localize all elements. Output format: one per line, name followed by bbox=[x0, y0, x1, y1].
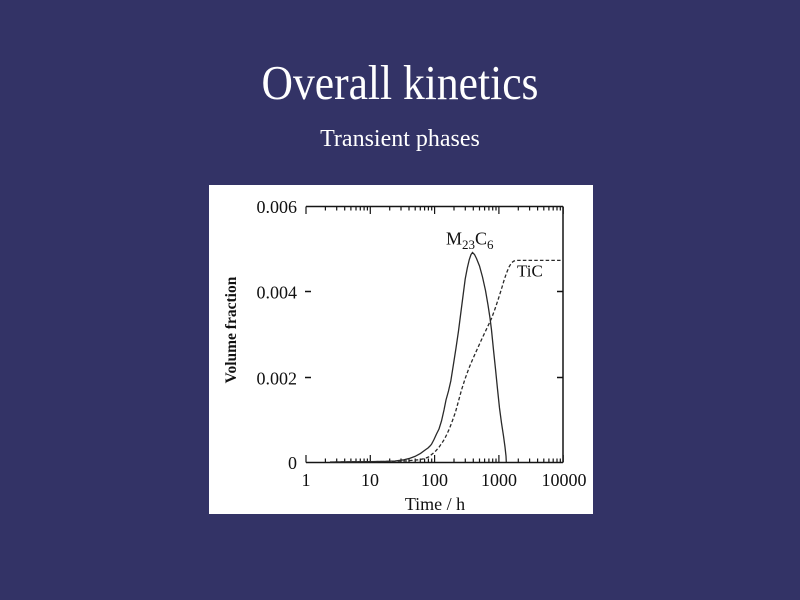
svg-text:1: 1 bbox=[302, 470, 311, 490]
svg-text:0.004: 0.004 bbox=[257, 283, 298, 303]
svg-text:100: 100 bbox=[421, 470, 448, 490]
svg-text:0.006: 0.006 bbox=[257, 197, 298, 217]
svg-text:0: 0 bbox=[288, 453, 297, 473]
svg-text:TiC: TiC bbox=[517, 262, 543, 281]
svg-text:1000: 1000 bbox=[481, 470, 517, 490]
svg-text:10000: 10000 bbox=[542, 470, 587, 490]
svg-text:M23C6: M23C6 bbox=[446, 229, 494, 253]
svg-text:0.002: 0.002 bbox=[257, 369, 298, 389]
svg-text:Volume fraction: Volume fraction bbox=[223, 276, 240, 383]
svg-text:Time / h: Time / h bbox=[405, 494, 465, 514]
svg-text:10: 10 bbox=[361, 470, 379, 490]
